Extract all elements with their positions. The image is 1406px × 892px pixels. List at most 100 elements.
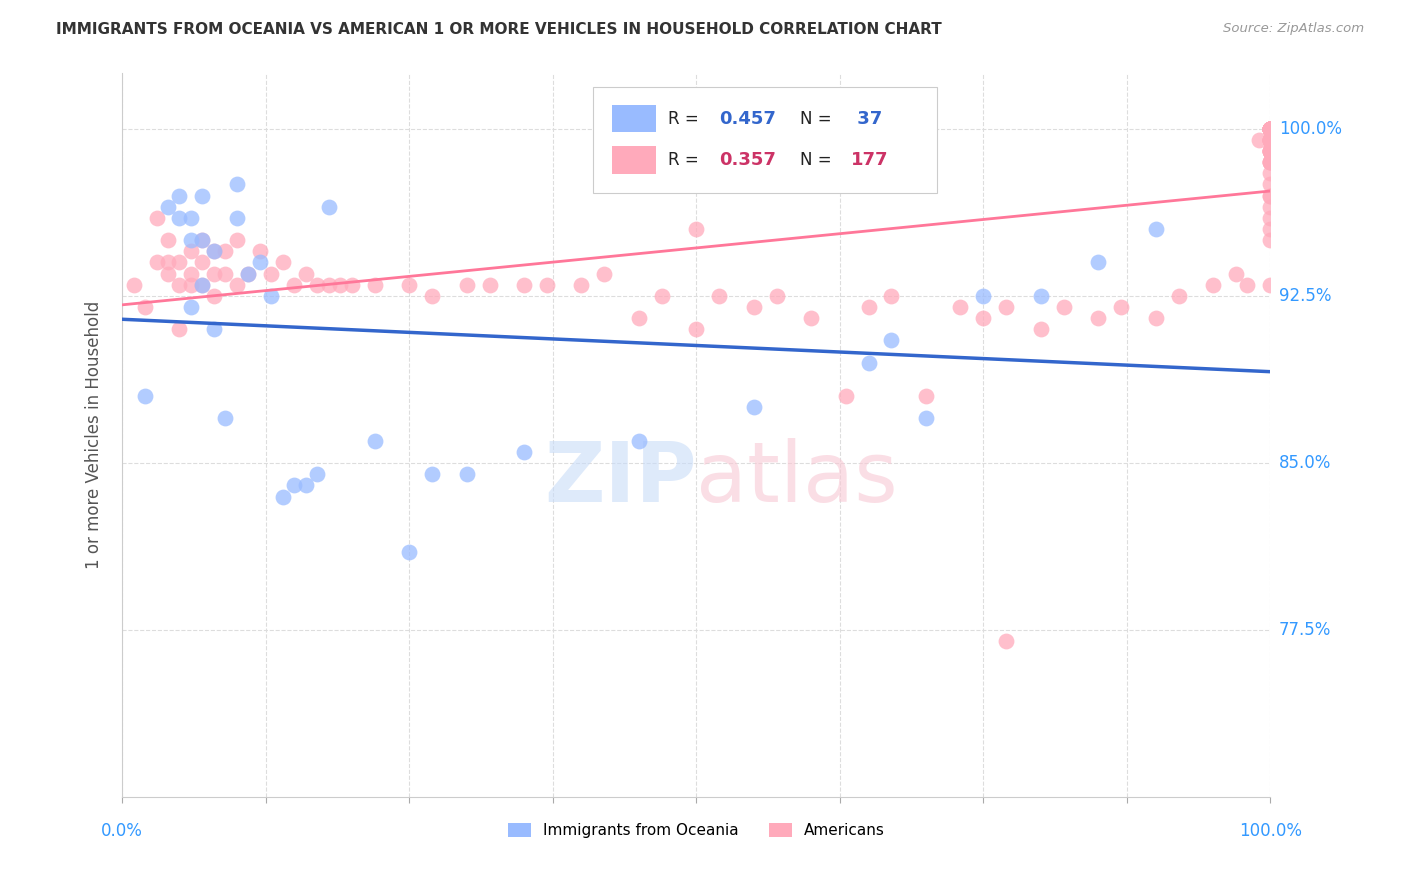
Point (456, 467, 478, 482)
Point (202, 289, 225, 303)
Point (202, 244, 225, 259)
Point (1260, 121, 1282, 136)
Point (1260, 144, 1282, 158)
Point (1087, 311, 1109, 326)
Point (398, 277, 420, 292)
Point (1260, 121, 1282, 136)
Point (949, 300, 972, 314)
Point (915, 389, 938, 403)
Point (225, 211, 247, 225)
Point (1260, 121, 1282, 136)
Point (202, 244, 225, 259)
Point (169, 255, 191, 269)
Point (1144, 311, 1167, 326)
Point (1260, 121, 1282, 136)
Point (995, 300, 1018, 314)
Point (1236, 277, 1258, 292)
Point (880, 289, 903, 303)
Point (260, 289, 283, 303)
Point (1225, 267, 1247, 281)
Point (1260, 121, 1282, 136)
Point (1260, 133, 1282, 147)
Point (1247, 133, 1270, 147)
Point (627, 434, 650, 448)
Point (180, 244, 202, 259)
Point (145, 255, 167, 269)
Point (1260, 144, 1282, 158)
Point (364, 434, 387, 448)
Point (169, 322, 191, 336)
Point (1167, 289, 1189, 303)
Point (169, 277, 191, 292)
Text: 77.5%: 77.5% (1279, 621, 1331, 640)
Point (1260, 121, 1282, 136)
Point (191, 277, 214, 292)
Point (180, 300, 202, 314)
Point (156, 267, 179, 281)
Bar (613, 105, 657, 132)
Point (709, 289, 731, 303)
Text: 100.0%: 100.0% (1279, 120, 1341, 137)
Point (456, 277, 478, 292)
Point (238, 267, 260, 281)
Point (1260, 155, 1282, 169)
Point (238, 267, 260, 281)
Point (1260, 121, 1282, 136)
Point (1053, 300, 1076, 314)
Point (1260, 121, 1282, 136)
Text: 100.0%: 100.0% (1239, 822, 1302, 840)
Point (1260, 121, 1282, 136)
Point (1260, 133, 1282, 147)
Point (1260, 121, 1282, 136)
Legend: Immigrants from Oceania, Americans: Immigrants from Oceania, Americans (502, 817, 891, 844)
Point (858, 300, 880, 314)
Point (1260, 144, 1282, 158)
Point (329, 277, 352, 292)
Point (191, 277, 214, 292)
Point (800, 311, 823, 326)
Point (364, 277, 387, 292)
Point (169, 188, 191, 202)
Point (1260, 121, 1282, 136)
Point (513, 277, 536, 292)
Point (191, 188, 214, 202)
Point (318, 200, 340, 214)
Point (156, 200, 179, 214)
Point (1260, 121, 1282, 136)
Point (294, 478, 316, 492)
Text: N =: N = (800, 151, 837, 169)
Point (627, 311, 650, 326)
Point (685, 222, 707, 236)
Point (880, 334, 903, 348)
Point (1260, 222, 1282, 236)
Text: IMMIGRANTS FROM OCEANIA VS AMERICAN 1 OR MORE VEHICLES IN HOUSEHOLD CORRELATION : IMMIGRANTS FROM OCEANIA VS AMERICAN 1 OR… (56, 22, 942, 37)
Point (156, 255, 179, 269)
Text: 0.357: 0.357 (720, 151, 776, 169)
Point (1260, 178, 1282, 192)
Point (271, 490, 294, 504)
Point (1260, 121, 1282, 136)
Point (685, 322, 707, 336)
Point (995, 634, 1018, 648)
Text: N =: N = (800, 110, 837, 128)
Point (283, 277, 305, 292)
Point (513, 445, 536, 459)
Point (1260, 121, 1282, 136)
Point (1144, 222, 1167, 236)
Point (1260, 144, 1282, 158)
Point (398, 545, 420, 559)
Point (283, 478, 305, 492)
Point (1260, 133, 1282, 147)
Point (742, 401, 765, 415)
Point (180, 267, 202, 281)
Point (1260, 188, 1282, 202)
Point (145, 211, 167, 225)
Point (420, 289, 443, 303)
Point (972, 311, 994, 326)
Point (972, 289, 994, 303)
Text: R =: R = (668, 110, 703, 128)
Point (214, 244, 236, 259)
Point (191, 233, 214, 247)
Point (202, 267, 225, 281)
Point (180, 233, 202, 247)
